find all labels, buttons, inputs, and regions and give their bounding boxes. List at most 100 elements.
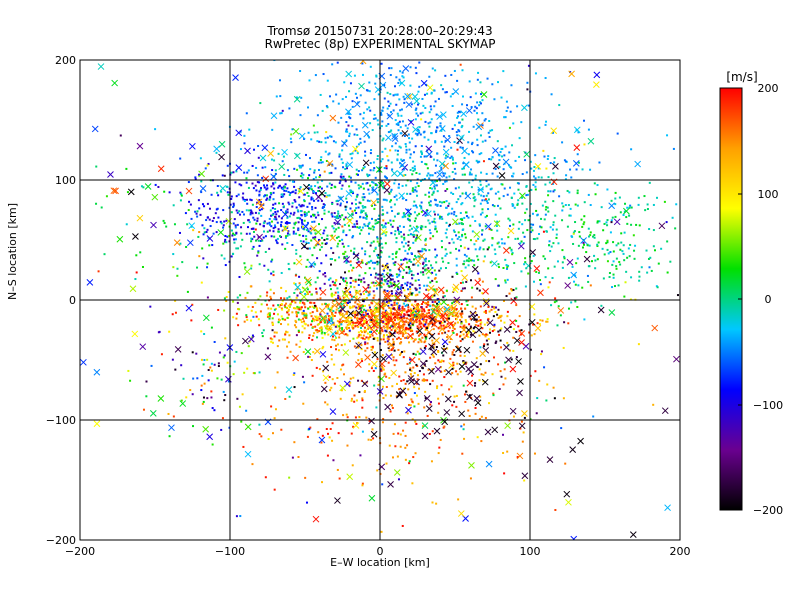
dot-marker <box>202 400 205 403</box>
dot-marker <box>454 162 457 165</box>
dot-marker <box>444 232 447 235</box>
dot-marker <box>447 213 450 216</box>
dot-marker <box>320 329 323 332</box>
dot-marker <box>564 203 567 206</box>
dot-marker <box>454 322 457 325</box>
dot-marker <box>206 262 209 265</box>
dot-marker <box>286 208 289 211</box>
dot-marker <box>416 317 419 320</box>
dot-marker <box>359 307 362 310</box>
dot-marker <box>355 207 358 210</box>
dot-marker <box>318 327 321 330</box>
dot-marker <box>272 292 275 295</box>
dot-marker <box>476 287 479 290</box>
dot-marker <box>330 346 333 349</box>
colorbar-tick-label: −100 <box>753 399 783 412</box>
dot-marker <box>394 329 397 332</box>
cross-marker <box>256 233 263 241</box>
dot-marker <box>386 289 389 292</box>
dot-marker <box>445 200 448 203</box>
cross-marker <box>295 258 303 266</box>
dot-marker <box>392 338 395 341</box>
dot-marker <box>463 326 466 329</box>
dot-marker <box>296 305 299 308</box>
dot-marker <box>339 323 342 326</box>
dot-marker <box>426 327 429 330</box>
dot-marker <box>270 272 273 275</box>
dot-marker <box>375 406 378 409</box>
dot-marker <box>433 308 436 311</box>
dot-marker <box>306 247 309 250</box>
dot-marker <box>269 209 272 212</box>
dot-marker <box>293 282 296 285</box>
dot-marker <box>223 257 226 260</box>
dot-marker <box>409 224 412 227</box>
dot-marker <box>420 205 423 208</box>
dot-marker <box>419 333 422 336</box>
dot-marker <box>424 336 427 339</box>
dot-marker <box>416 178 419 181</box>
dot-marker <box>594 267 597 270</box>
dot-marker <box>364 326 367 329</box>
dot-marker <box>462 384 465 387</box>
dot-marker <box>552 200 555 203</box>
dot-marker <box>357 206 360 209</box>
dot-marker <box>397 308 400 311</box>
dot-marker <box>323 238 326 241</box>
dot-marker <box>540 226 543 229</box>
dot-marker <box>185 245 188 248</box>
dot-marker <box>439 320 442 323</box>
dot-marker <box>435 346 438 349</box>
dot-marker <box>493 205 496 208</box>
dot-marker <box>356 321 359 324</box>
dot-marker <box>351 105 354 108</box>
dot-marker <box>200 358 203 361</box>
dot-marker <box>415 229 418 232</box>
dot-marker <box>336 61 339 64</box>
dot-marker <box>342 252 345 255</box>
dot-marker <box>416 318 419 321</box>
dot-marker <box>665 221 668 224</box>
dot-marker <box>452 162 455 165</box>
dot-marker <box>376 119 379 122</box>
dot-marker <box>277 230 280 233</box>
dot-marker <box>627 247 630 250</box>
dot-marker <box>286 232 289 235</box>
dot-marker <box>611 286 614 289</box>
dot-marker <box>245 409 248 412</box>
dot-marker <box>210 396 213 399</box>
dot-marker <box>295 311 298 314</box>
dot-marker <box>381 150 384 153</box>
dot-marker <box>567 322 570 325</box>
dot-marker <box>236 211 239 214</box>
dot-marker <box>172 204 175 207</box>
dot-marker <box>356 314 359 317</box>
dot-marker <box>309 168 312 171</box>
cross-marker <box>434 365 442 373</box>
dot-marker <box>376 158 379 161</box>
dot-marker <box>360 280 363 283</box>
dot-marker <box>331 315 334 318</box>
dot-marker <box>208 218 211 221</box>
dot-marker <box>413 263 416 266</box>
dot-marker <box>313 169 316 172</box>
dot-marker <box>357 325 360 328</box>
dot-marker <box>355 145 358 148</box>
dot-marker <box>302 320 305 323</box>
dot-marker <box>427 322 430 325</box>
dot-marker <box>539 225 542 228</box>
dot-marker <box>202 257 205 260</box>
dot-marker <box>356 316 359 319</box>
dot-marker <box>343 299 346 302</box>
cross-marker <box>485 223 492 230</box>
dot-marker <box>381 109 384 112</box>
dot-marker <box>326 320 329 323</box>
dot-marker <box>391 274 394 277</box>
dot-marker <box>426 312 429 315</box>
dot-marker <box>460 222 463 225</box>
dot-marker <box>474 105 477 108</box>
dot-marker <box>606 188 609 191</box>
dot-marker <box>375 307 378 310</box>
dot-marker <box>520 121 523 124</box>
dot-marker <box>190 217 193 220</box>
